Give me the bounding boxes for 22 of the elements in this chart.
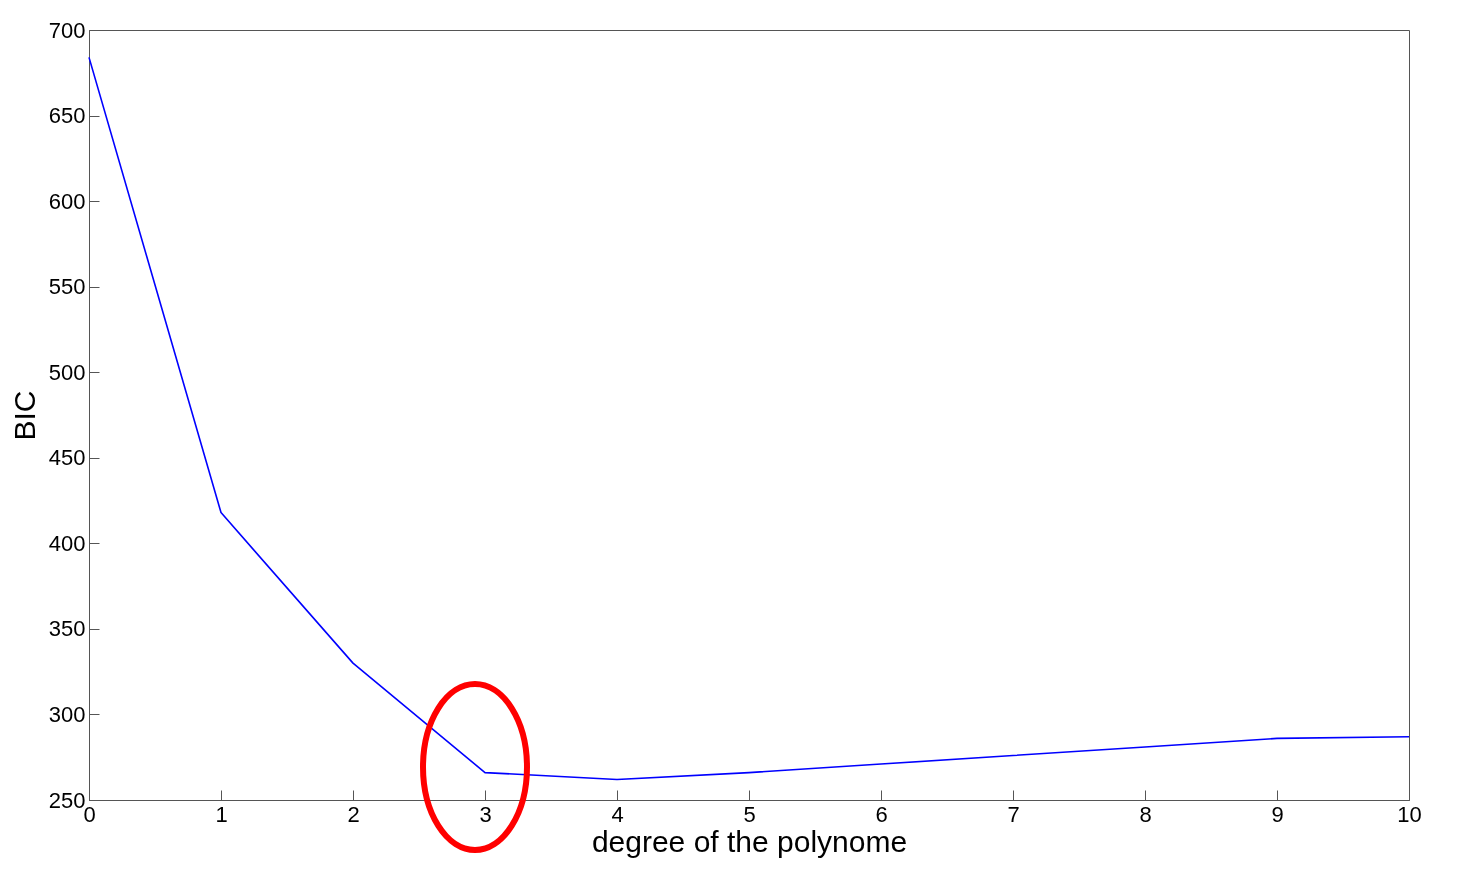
y-tick-label: 500 <box>48 359 86 385</box>
x-tick-label: 8 <box>1139 801 1152 827</box>
y-axis-title: BIC <box>7 390 41 441</box>
y-tick-label: 300 <box>48 701 86 727</box>
y-tick-label: 450 <box>48 445 86 471</box>
x-tick-label: 7 <box>1007 801 1020 827</box>
x-tick-label: 2 <box>347 801 360 827</box>
y-tick-label: 350 <box>48 616 86 642</box>
y-tick-label: 650 <box>48 103 86 129</box>
x-tick-label: 3 <box>479 801 492 827</box>
x-tick-label: 6 <box>875 801 888 827</box>
y-tick-label: 700 <box>48 17 86 43</box>
y-tick-label: 600 <box>48 188 86 214</box>
line-series <box>88 56 1410 781</box>
x-tick-label: 5 <box>743 801 756 827</box>
x-tick-label: 9 <box>1271 801 1284 827</box>
y-tick-label: 550 <box>48 274 86 300</box>
x-axis-title: degree of the polynome <box>591 824 908 858</box>
x-tick-label: 10 <box>1397 801 1422 827</box>
x-tick-label: 1 <box>215 801 228 827</box>
x-tick-label: 4 <box>611 801 624 827</box>
y-tick-label: 400 <box>48 530 86 556</box>
